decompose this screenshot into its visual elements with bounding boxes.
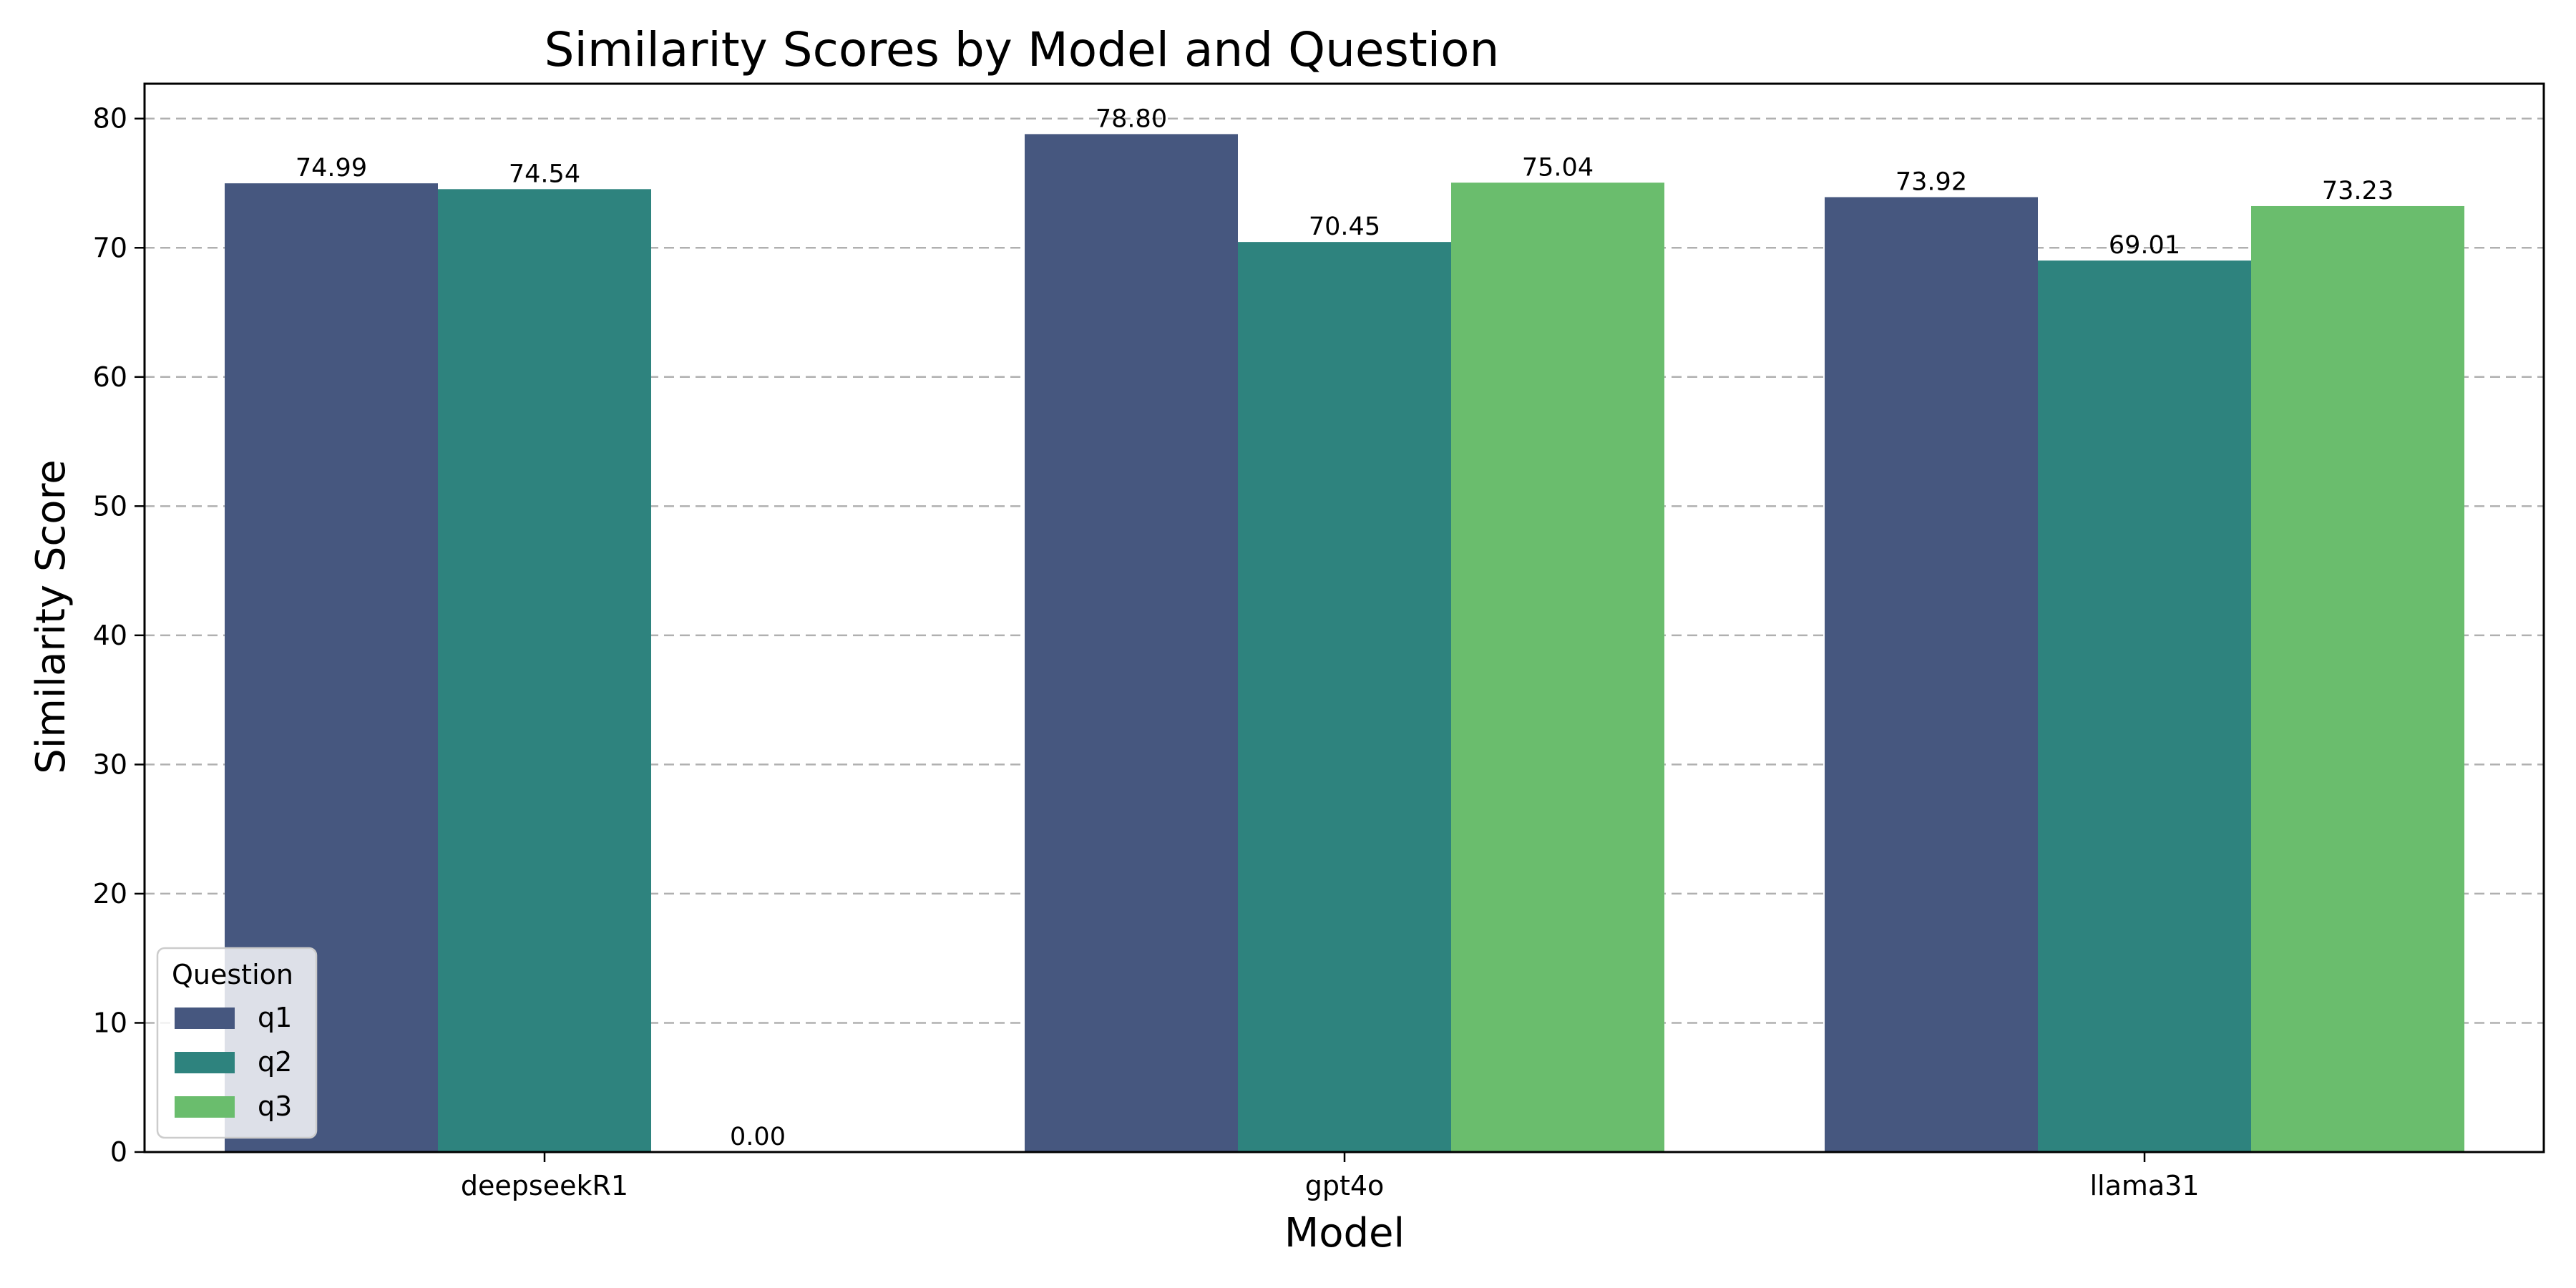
bar-q2-gpt4o	[1238, 242, 1451, 1153]
bar-q1-llama31	[1825, 197, 2038, 1153]
bars-layer	[225, 134, 2464, 1153]
data-label-q1-llama31: 73.92	[1896, 168, 1967, 197]
x-tick-label: gpt4o	[1305, 1170, 1385, 1201]
x-tick-label: deepseekR1	[461, 1170, 628, 1201]
legend: Question q1 q2 q3	[156, 947, 318, 1139]
data-label-q3-gpt4o: 75.04	[1522, 153, 1594, 182]
data-label-q1-deepseekR1: 74.99	[296, 154, 367, 182]
legend-swatch-q2	[175, 1052, 235, 1073]
y-tick-label: 60	[93, 361, 127, 393]
x-tick-label: llama31	[2089, 1170, 2199, 1201]
axes-layer: 0 10 20 30 40 50 60 70 80 deepseekR1 gpt4o llama31	[93, 82, 2545, 1201]
legend-label-q2: q2	[258, 1046, 292, 1078]
legend-title: Question	[172, 959, 293, 990]
legend-label-q3: q3	[258, 1091, 292, 1122]
data-label-q2-deepseekR1: 74.54	[509, 160, 580, 188]
bar-q1-gpt4o	[1025, 134, 1238, 1153]
data-label-q1-gpt4o: 78.80	[1096, 104, 1167, 133]
y-tick-label: 30	[93, 748, 127, 780]
x-axis-label: Model	[1284, 1210, 1405, 1257]
y-tick-label: 50	[93, 490, 127, 522]
y-tick-label: 70	[93, 232, 127, 263]
data-label-q3-llama31: 73.23	[2322, 177, 2394, 205]
y-axis-label: Similarity Score	[28, 459, 74, 774]
data-label-q2-llama31: 69.01	[2109, 231, 2180, 260]
bar-q2-llama31	[2038, 260, 2251, 1152]
plot-frame	[143, 82, 2545, 1153]
bar-q3-llama31	[2251, 205, 2464, 1152]
y-tick-label: 40	[93, 620, 127, 651]
legend-swatch-q1	[175, 1008, 235, 1029]
legend-swatch-q3	[175, 1096, 235, 1118]
data-label-q3-deepseekR1: 0.00	[730, 1123, 786, 1151]
y-tick-label: 0	[110, 1136, 127, 1168]
y-tick-label: 80	[93, 103, 127, 135]
bar-q2-deepseekR1	[438, 189, 651, 1152]
chart-title: Similarity Scores by Model and Question	[545, 22, 1500, 77]
bar-q3-gpt4o	[1451, 182, 1664, 1152]
y-tick-label: 20	[93, 878, 127, 909]
y-tick-label: 10	[93, 1007, 127, 1038]
legend-label-q1: q1	[258, 1002, 292, 1033]
data-label-q2-gpt4o: 70.45	[1309, 213, 1380, 241]
data-labels-layer: 74.99 78.80 73.92 74.54 70.45 69.01 0.00 75.04 7…	[296, 104, 2394, 1151]
legend-box	[156, 947, 318, 1139]
